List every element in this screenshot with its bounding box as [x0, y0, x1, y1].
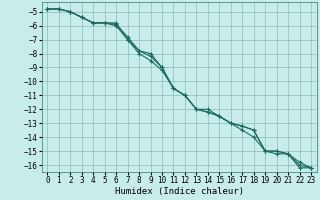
- X-axis label: Humidex (Indice chaleur): Humidex (Indice chaleur): [115, 187, 244, 196]
